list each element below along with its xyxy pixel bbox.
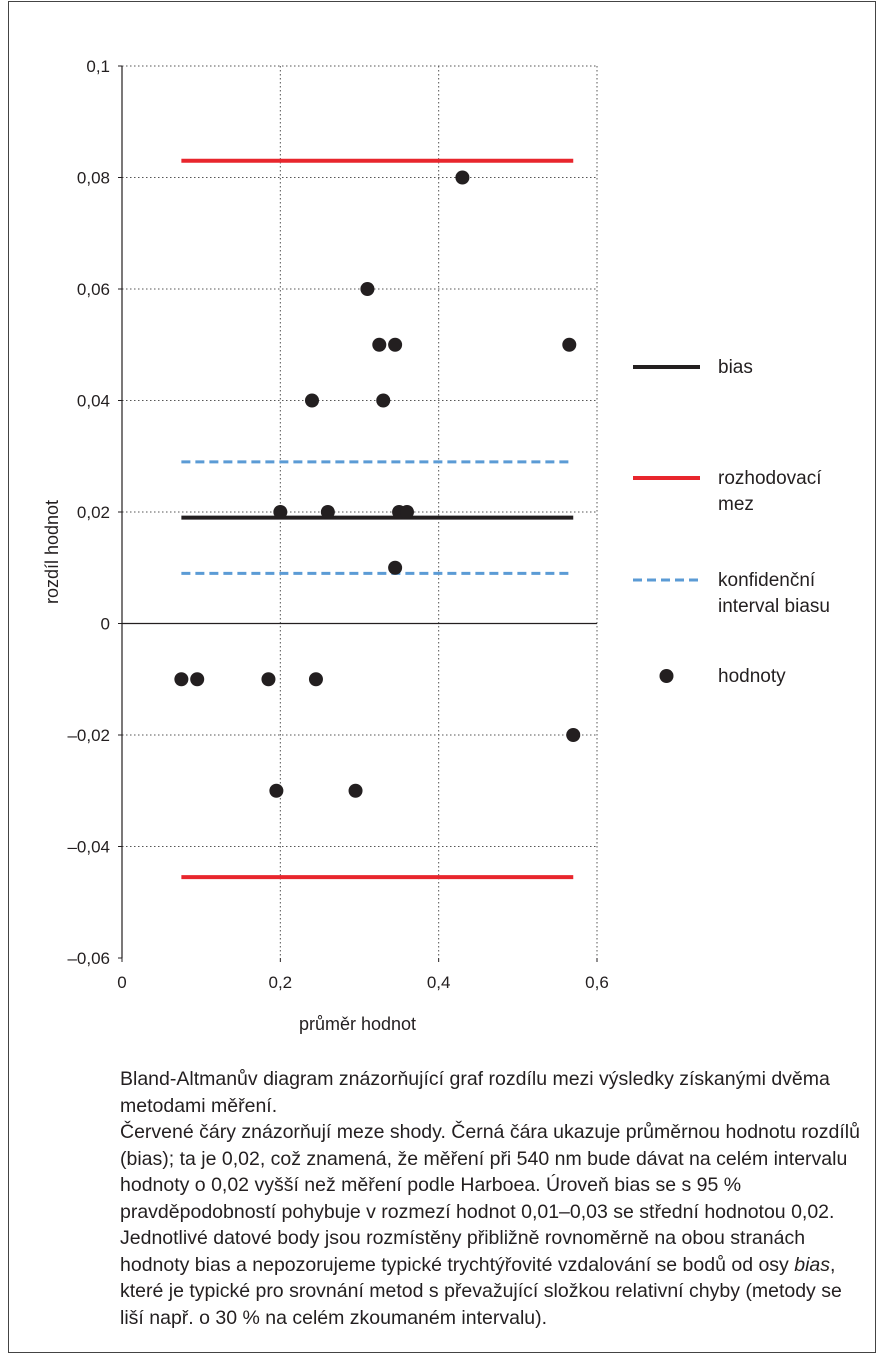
data-point	[308, 672, 323, 687]
data-point	[562, 337, 577, 352]
data-point	[190, 672, 205, 687]
x-axis-title: průměr hodnot	[299, 1014, 416, 1034]
reference-lines	[181, 158, 574, 880]
bland-altman-chart: –0,06 –0,04 –0,02 0 0,02 0,04 0,06 0,08 0,1 0 0,2 0…	[42, 57, 830, 1034]
y-tick-label: 0,06	[77, 280, 110, 299]
data-points	[174, 170, 581, 798]
y-tick-label: 0,02	[77, 503, 110, 522]
data-point	[261, 672, 276, 687]
y-tick-label: –0,06	[67, 949, 110, 968]
data-point	[400, 505, 414, 519]
grid	[122, 65, 598, 958]
legend-values-label: hodnoty	[718, 666, 786, 687]
legend-limit-label: rozhodovací	[718, 468, 822, 489]
y-tick-label: 0,04	[77, 392, 110, 411]
x-tick-label: 0,2	[269, 973, 293, 992]
legend-bias-label: bias	[718, 357, 753, 378]
caption-paragraph-2: Červené čáry znázorňují meze shody. Čern…	[120, 1121, 860, 1223]
legend-ci-label: interval biasu	[718, 596, 830, 617]
caption-italic-bias: bias	[794, 1253, 830, 1276]
axes: –0,06 –0,04 –0,02 0 0,02 0,04 0,06 0,08 0,1 0 0,2 0…	[67, 57, 608, 992]
data-point	[376, 393, 391, 408]
y-tick-label: –0,02	[67, 726, 110, 745]
data-point	[360, 282, 375, 296]
y-tick-label: 0,1	[86, 57, 110, 76]
data-point	[348, 783, 363, 798]
y-tick-label: 0	[101, 615, 110, 634]
data-point	[455, 170, 470, 185]
figure-frame	[8, 1, 876, 1353]
data-point	[372, 337, 387, 352]
caption-paragraph-1: Bland-Altmanův diagram znázorňující graf…	[120, 1068, 830, 1117]
x-tick-label: 0	[117, 973, 126, 992]
legend-ci-label: konfidenční	[718, 570, 816, 591]
legend: bias rozhodovací mez konfidenční interval bi…	[633, 357, 830, 687]
legend-limit-label: mez	[718, 494, 754, 515]
x-tick-label: 0,6	[585, 973, 609, 992]
x-tick-label: 0,4	[427, 973, 451, 992]
caption-paragraph-3: Jednotlivé datové body jsou rozmístěny p…	[120, 1225, 860, 1331]
caption-paragraph-3-end: , které je typické pro srovnání metod s …	[120, 1253, 842, 1329]
data-point	[273, 505, 288, 519]
y-axis-title: rozdíl hodnot	[42, 500, 62, 604]
y-tick-label: –0,04	[67, 838, 110, 857]
legend-values-swatch	[659, 669, 674, 683]
caption-paragraph-3-start: Jednotlivé datové body jsou rozmístěny p…	[120, 1227, 806, 1276]
data-point	[388, 337, 403, 352]
y-tick-label: 0,08	[77, 169, 110, 188]
data-point	[174, 672, 189, 687]
figure-caption: Bland-Altmanův diagram znázorňující graf…	[120, 1066, 860, 1331]
data-point	[566, 728, 581, 742]
data-point	[269, 783, 284, 798]
data-point	[305, 393, 319, 408]
data-point	[320, 505, 335, 519]
data-point	[388, 560, 403, 575]
